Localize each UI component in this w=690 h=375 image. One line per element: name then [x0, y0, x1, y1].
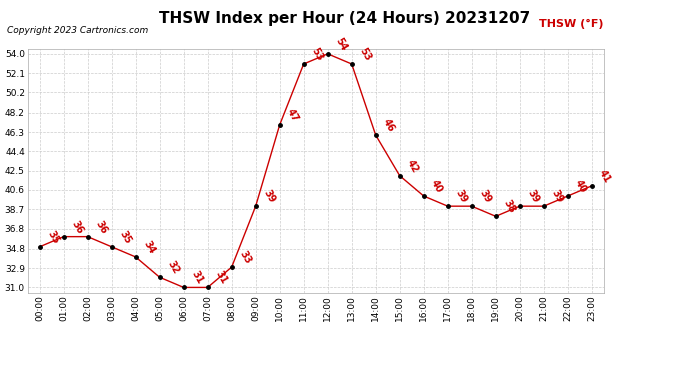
Text: 54: 54 [333, 36, 348, 52]
Text: 32: 32 [165, 259, 181, 276]
Text: 31: 31 [189, 269, 205, 286]
Text: 35: 35 [45, 229, 61, 245]
Text: 42: 42 [405, 158, 421, 174]
Text: 47: 47 [285, 107, 301, 123]
Text: 41: 41 [598, 168, 613, 184]
Text: THSW (°F): THSW (°F) [540, 19, 604, 29]
Text: 39: 39 [525, 188, 541, 205]
Text: 40: 40 [573, 178, 589, 195]
Text: Copyright 2023 Cartronics.com: Copyright 2023 Cartronics.com [7, 26, 148, 35]
Text: 36: 36 [93, 219, 108, 235]
Text: 33: 33 [237, 249, 253, 266]
Text: 34: 34 [141, 239, 157, 256]
Text: 39: 39 [549, 188, 564, 205]
Text: 40: 40 [429, 178, 444, 195]
Text: 53: 53 [357, 46, 373, 63]
Text: 38: 38 [501, 198, 517, 215]
Text: 35: 35 [117, 229, 132, 245]
Text: 39: 39 [477, 188, 493, 205]
Text: 39: 39 [262, 188, 277, 205]
Text: 31: 31 [213, 269, 228, 286]
Text: 53: 53 [309, 46, 324, 63]
Text: 36: 36 [69, 219, 85, 235]
Text: 46: 46 [382, 117, 397, 134]
Text: THSW Index per Hour (24 Hours) 20231207: THSW Index per Hour (24 Hours) 20231207 [159, 11, 531, 26]
Text: 39: 39 [453, 188, 469, 205]
